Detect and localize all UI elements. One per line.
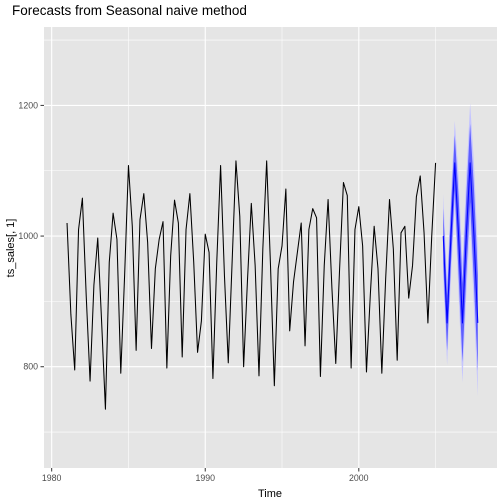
x-tick-label: 1990 bbox=[195, 473, 215, 483]
chart-title: Forecasts from Seasonal naive method bbox=[12, 3, 247, 18]
y-tick-label: 1200 bbox=[18, 100, 38, 110]
series-lines bbox=[66, 160, 479, 410]
x-tick-label: 2000 bbox=[349, 473, 369, 483]
axes: 1980 1990 2000 800 1000 1200 bbox=[18, 100, 368, 483]
series-line-history bbox=[66, 160, 437, 410]
minor-gridlines bbox=[44, 27, 497, 468]
plot-panel bbox=[44, 27, 497, 468]
x-tick-label: 1980 bbox=[42, 473, 62, 483]
y-axis-label: ts_sales[, 1] bbox=[5, 219, 17, 278]
y-tick-label: 800 bbox=[23, 362, 38, 372]
series-line-forecast bbox=[442, 162, 479, 324]
major-gridlines bbox=[44, 27, 497, 468]
y-tick-label: 1000 bbox=[18, 231, 38, 241]
x-axis-label: Time bbox=[258, 488, 282, 500]
